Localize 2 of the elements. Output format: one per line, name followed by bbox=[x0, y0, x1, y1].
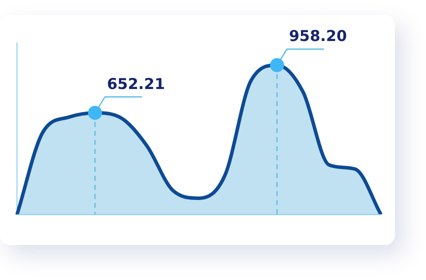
data-label: 958.20 bbox=[289, 27, 347, 46]
data-label: 652.21 bbox=[107, 74, 165, 93]
